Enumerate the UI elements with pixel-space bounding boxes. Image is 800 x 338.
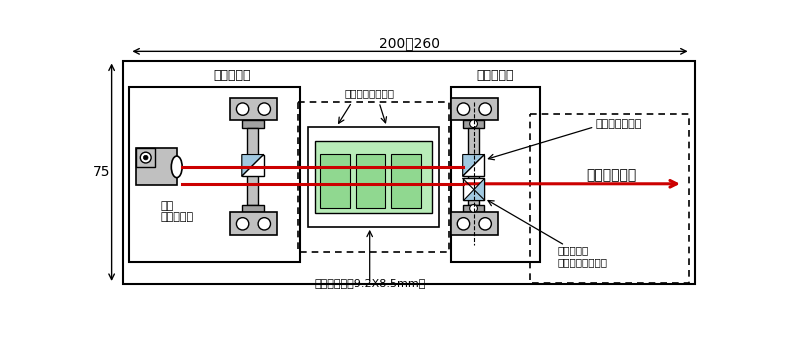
Circle shape bbox=[140, 152, 151, 163]
Bar bbox=[137, 148, 155, 167]
Bar bbox=[391, 154, 421, 208]
Text: プリズムミラー: プリズムミラー bbox=[596, 119, 642, 129]
Bar bbox=[451, 212, 498, 235]
Bar bbox=[247, 127, 258, 204]
Circle shape bbox=[237, 103, 249, 115]
Circle shape bbox=[143, 155, 148, 160]
Circle shape bbox=[479, 218, 491, 230]
Bar bbox=[230, 212, 277, 235]
Text: 75: 75 bbox=[93, 165, 110, 179]
Circle shape bbox=[458, 103, 470, 115]
Bar bbox=[123, 61, 695, 284]
Bar bbox=[242, 154, 263, 176]
Text: 入射光学系: 入射光学系 bbox=[213, 70, 250, 82]
Bar bbox=[308, 127, 439, 227]
Bar bbox=[315, 141, 432, 213]
Bar bbox=[242, 120, 263, 127]
Bar bbox=[530, 114, 689, 283]
Bar bbox=[462, 120, 485, 127]
Circle shape bbox=[258, 218, 270, 230]
Bar bbox=[462, 178, 485, 200]
Bar bbox=[230, 98, 277, 120]
Circle shape bbox=[470, 204, 478, 212]
Bar bbox=[130, 87, 300, 262]
Bar bbox=[320, 154, 350, 208]
Polygon shape bbox=[462, 154, 485, 176]
Bar bbox=[356, 154, 386, 208]
Bar bbox=[451, 87, 540, 262]
Text: 水晶振動子（9.2X8.5mm）: 水晶振動子（9.2X8.5mm） bbox=[314, 279, 426, 289]
Bar bbox=[462, 204, 485, 212]
Text: 入射
レーザー光: 入射 レーザー光 bbox=[161, 201, 194, 222]
Circle shape bbox=[479, 103, 491, 115]
Bar bbox=[451, 98, 498, 120]
Text: 出射光学系: 出射光学系 bbox=[477, 70, 514, 82]
Bar bbox=[298, 102, 449, 252]
Polygon shape bbox=[242, 154, 263, 176]
Text: テーパー付石英板: テーパー付石英板 bbox=[345, 88, 394, 98]
Ellipse shape bbox=[171, 156, 182, 178]
Circle shape bbox=[237, 218, 249, 230]
Text: 200～260: 200～260 bbox=[379, 37, 441, 51]
Bar bbox=[137, 148, 177, 185]
Bar bbox=[462, 154, 485, 176]
Circle shape bbox=[458, 218, 470, 230]
Polygon shape bbox=[462, 178, 485, 200]
Circle shape bbox=[470, 120, 478, 127]
Text: キューブ型
ビームスプリッタ: キューブ型 ビームスプリッタ bbox=[558, 245, 607, 267]
Bar bbox=[468, 127, 479, 204]
Bar bbox=[242, 204, 263, 212]
Text: 出射レーザー: 出射レーザー bbox=[586, 168, 637, 182]
Circle shape bbox=[258, 103, 270, 115]
